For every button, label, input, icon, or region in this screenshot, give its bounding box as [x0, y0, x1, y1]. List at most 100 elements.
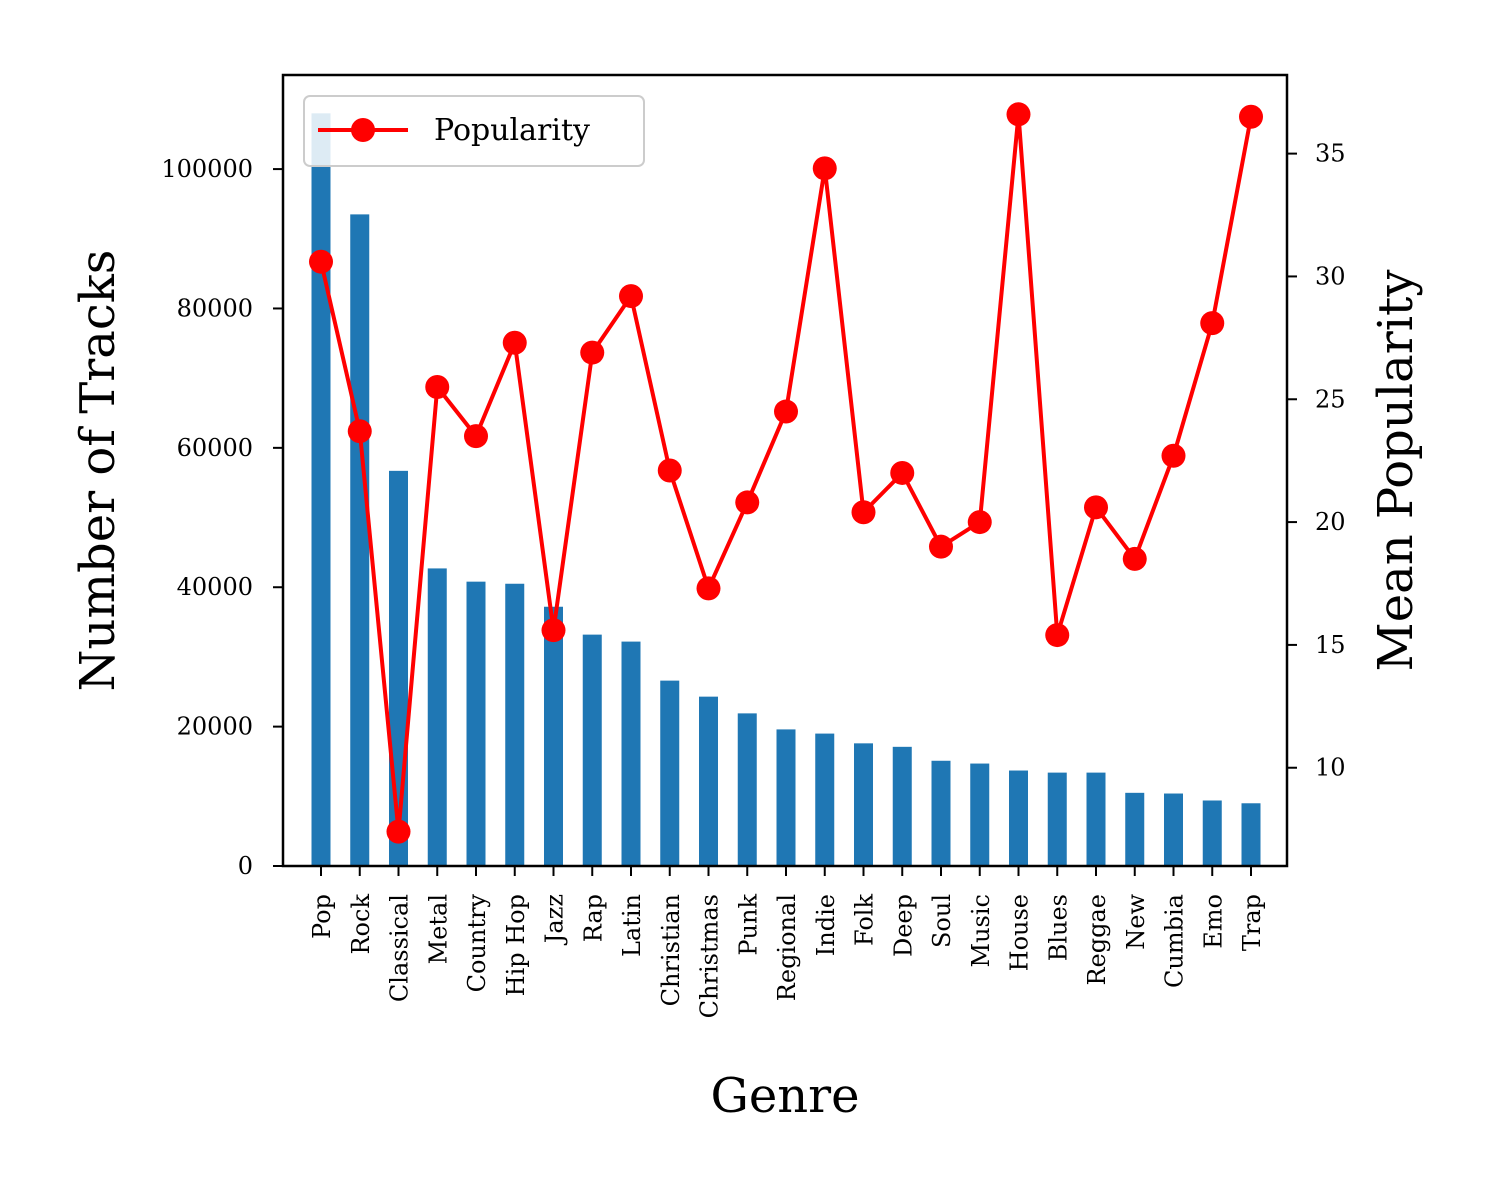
- popularity-point-deep: [890, 460, 915, 485]
- bar-cumbia: [1164, 793, 1183, 866]
- x-tick-label: Country: [463, 894, 491, 993]
- popularity-line: [319, 112, 1253, 834]
- popularity-point-new: [1122, 546, 1147, 571]
- bar-music: [970, 763, 990, 866]
- bar-regional: [776, 729, 796, 866]
- legend-label: Popularity: [434, 113, 590, 148]
- bar-emo: [1202, 800, 1222, 866]
- x-tick-label: Punk: [734, 894, 762, 956]
- popularity-point-rap: [580, 340, 605, 365]
- bar-indie: [815, 733, 835, 866]
- x-tick-label: Folk: [851, 894, 879, 946]
- bar-punk: [737, 713, 757, 866]
- popularity-point-cumbia: [1161, 443, 1186, 468]
- left-tick-label: 40000: [177, 573, 253, 601]
- popularity-point-reggae: [1084, 495, 1108, 520]
- bar-series: [311, 113, 1261, 867]
- x-tick-label: Deep: [889, 894, 917, 957]
- x-tick-label: Reggae: [1083, 894, 1111, 986]
- bar-country: [466, 581, 486, 866]
- x-tick-label: Music: [967, 894, 995, 967]
- popularity-point-music: [967, 510, 992, 535]
- left-tick-label: 20000: [177, 713, 253, 741]
- bar-trap: [1241, 803, 1261, 866]
- popularity-point-hip-hop: [502, 330, 527, 355]
- legend-box: [303, 95, 645, 167]
- popularity-point-metal: [425, 374, 450, 399]
- x-tick-label: Metal: [424, 894, 452, 964]
- x-tick-label: Christian: [657, 894, 685, 1006]
- right-tick-label: 30: [1315, 262, 1346, 290]
- popularity-point-rock: [347, 419, 372, 444]
- x-tick-label: Indie: [812, 894, 840, 956]
- legend-marker-swatch: [351, 118, 375, 142]
- bar-christmas: [699, 696, 718, 866]
- popularity-point-country: [464, 424, 488, 449]
- left-tick-label: 80000: [177, 294, 253, 322]
- left-tick-label: 60000: [177, 434, 253, 462]
- bar-metal: [427, 568, 447, 866]
- right-axis: 10 15 20 25 30 35: [1287, 140, 1346, 782]
- popularity-point-classical: [386, 819, 411, 844]
- x-axis-title: Genre: [710, 1068, 859, 1124]
- right-tick-label: 10: [1315, 754, 1346, 782]
- bar-blues: [1047, 772, 1067, 866]
- bar-reggae: [1086, 772, 1106, 866]
- popularity-point-regional: [774, 399, 798, 424]
- x-tick-label: Soul: [928, 894, 956, 948]
- popularity-point-folk: [851, 500, 876, 525]
- bar-latin: [621, 641, 641, 866]
- left-axis: 0 20000 40000 60000 80000 100000: [161, 155, 283, 880]
- x-tick-label: Classical: [386, 894, 414, 1002]
- popularity-point-house: [1006, 102, 1031, 127]
- y-axis-title: Number of Tracks: [70, 250, 126, 692]
- x-tick-label: New: [1122, 894, 1150, 950]
- bar-deep: [892, 746, 912, 866]
- popularity-point-indie: [812, 156, 837, 181]
- popularity-point-emo: [1200, 311, 1225, 336]
- x-tick-label: Rock: [347, 894, 375, 955]
- popularity-point-pop: [309, 249, 333, 274]
- x-tick-label: Rap: [579, 894, 607, 942]
- x-tick-label: Cumbia: [1161, 894, 1189, 988]
- bar-jazz: [544, 606, 563, 866]
- bar-hip-hop: [505, 583, 525, 866]
- popularity-point-christian: [657, 458, 682, 483]
- popularity-point-latin: [619, 284, 643, 309]
- right-tick-label: 25: [1315, 385, 1346, 413]
- bar-pop: [311, 113, 331, 867]
- bar-soul: [931, 760, 951, 866]
- bar-classical: [389, 470, 408, 866]
- x-tick-label: Latin: [618, 894, 646, 957]
- x-tick-label: Emo: [1199, 894, 1227, 949]
- right-tick-label: 35: [1315, 140, 1346, 168]
- legend: Popularity: [303, 95, 645, 167]
- x-tick-label: Regional: [773, 894, 801, 1001]
- left-tick-label: 0: [238, 852, 253, 880]
- x-tick-label: Blues: [1044, 894, 1072, 961]
- x-tick-label: Pop: [308, 894, 336, 939]
- x-axis: Pop Rock Classical Metal Country Hip Hop Jazz R…: [308, 866, 1266, 1018]
- right-tick-label: 15: [1315, 631, 1346, 659]
- x-tick-label: Trap: [1238, 894, 1266, 951]
- right-tick-label: 20: [1315, 508, 1346, 536]
- x-tick-label: Jazz: [541, 894, 569, 946]
- popularity-point-trap: [1239, 104, 1263, 129]
- x-tick-label: Christmas: [696, 894, 724, 1018]
- popularity-point-jazz: [541, 618, 566, 643]
- x-tick-label: Hip Hop: [502, 894, 530, 996]
- bar-house: [1009, 770, 1028, 866]
- y2-axis-title: Mean Popularity: [1368, 270, 1424, 672]
- popularity-point-punk: [735, 490, 760, 515]
- bar-rock: [350, 214, 370, 867]
- bar-rap: [582, 634, 602, 866]
- bar-christian: [660, 680, 680, 866]
- bar-folk: [854, 743, 873, 866]
- bar-new: [1125, 792, 1145, 866]
- x-tick-label: House: [1006, 894, 1034, 971]
- popularity-series: [309, 102, 1263, 844]
- left-tick-label: 100000: [161, 155, 253, 183]
- popularity-point-soul: [929, 534, 953, 559]
- popularity-point-christmas: [696, 576, 721, 601]
